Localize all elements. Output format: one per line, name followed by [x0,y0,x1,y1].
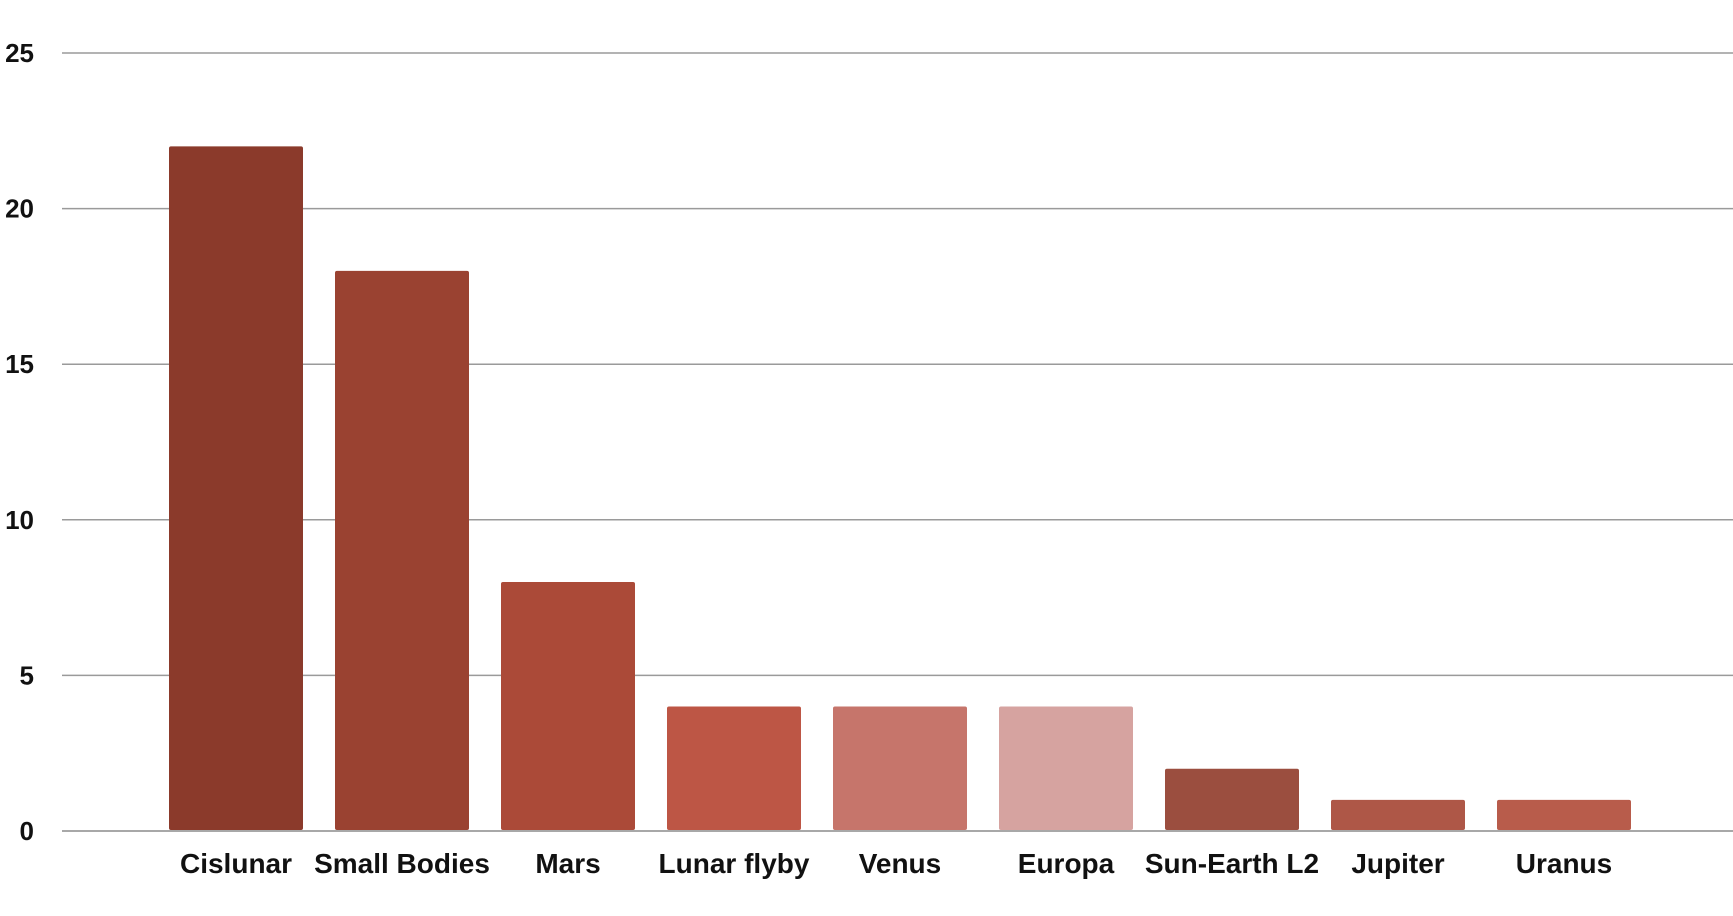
x-category-label: Mars [535,848,600,879]
bar-venus [833,706,967,830]
x-category-label: Venus [859,848,941,879]
x-category-label: Europa [1018,848,1115,879]
y-tick-label: 0 [20,816,34,846]
bar-jupiter [1331,799,1465,830]
bar-europa [999,706,1133,830]
x-category-label: Jupiter [1351,848,1444,879]
y-axis-ticks: 0 5 10 15 20 25 [5,38,34,846]
bar-uranus [1497,799,1631,830]
y-tick-label: 20 [5,194,34,224]
bar-small-bodies [335,270,469,831]
x-category-label: Sun-Earth L2 [1145,848,1319,879]
bar-mars [501,582,635,830]
bar-cislunar [169,146,303,831]
bars [169,146,1631,831]
y-tick-label: 5 [20,660,34,690]
bar-sun-earth-l2 [1165,768,1299,830]
x-axis-labels: Cislunar Small Bodies Mars Lunar flyby Venus… [180,848,1612,879]
x-category-label: Small Bodies [314,848,490,879]
x-category-label: Cislunar [180,848,292,879]
x-category-label: Lunar flyby [659,848,810,879]
y-tick-label: 10 [5,505,34,535]
x-category-label: Uranus [1516,848,1612,879]
bar-lunar-flyby [667,706,801,830]
y-tick-label: 15 [5,349,34,379]
y-tick-label: 25 [5,38,34,68]
